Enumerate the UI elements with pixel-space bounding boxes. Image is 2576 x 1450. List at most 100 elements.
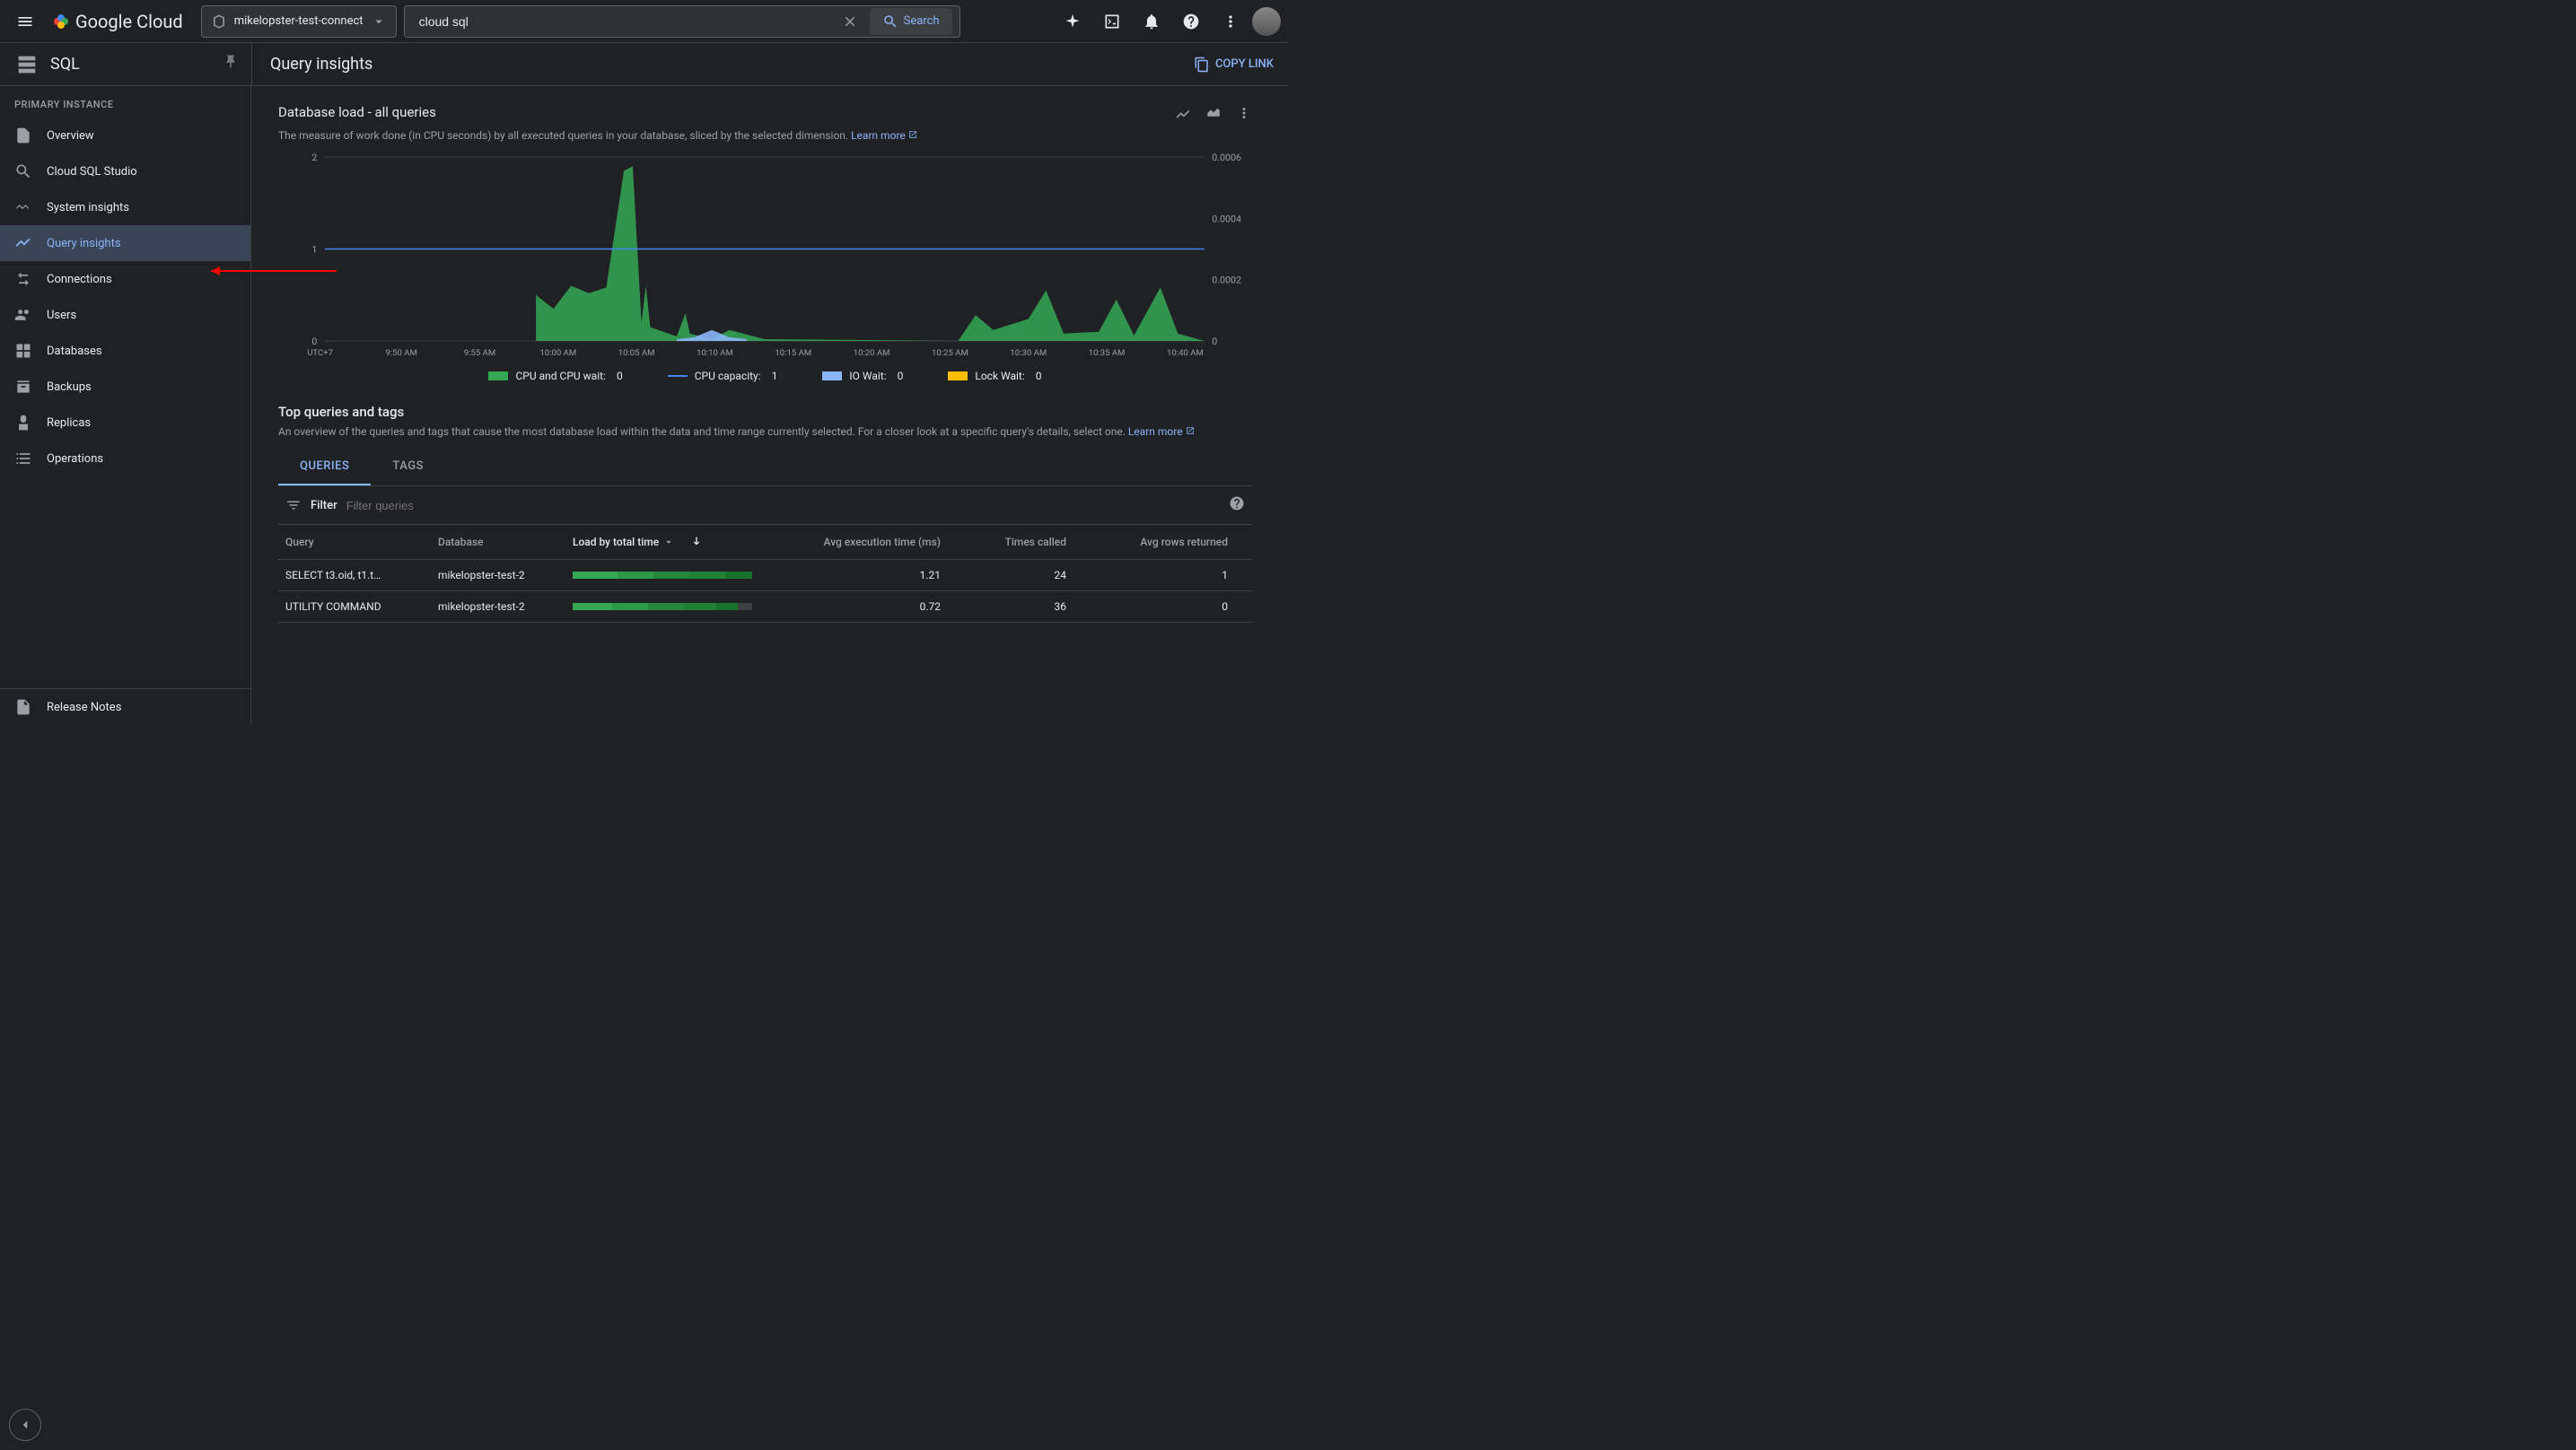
filter-label: Filter [311,499,337,512]
top-queries-title: Top queries and tags [278,404,1252,420]
th-exec-time: Avg execution time (ms) [779,536,941,548]
learn-more-link[interactable]: Learn more [851,129,917,142]
svg-text:10:10 AM: 10:10 AM [697,348,733,358]
svg-text:0.0004: 0.0004 [1212,214,1241,225]
cell-times-called: 36 [941,600,1066,613]
shell-icon[interactable] [1094,4,1130,39]
th-database: Database [438,536,573,548]
copy-link-label: COPY LINK [1215,57,1274,71]
sidebar-item-label: Replicas [47,416,91,430]
legend-item[interactable]: CPU capacity:1 [668,370,778,382]
gemini-icon[interactable] [1055,4,1091,39]
svg-text:0.0006: 0.0006 [1212,153,1241,163]
svg-text:1: 1 [311,244,317,256]
search-box: Search [404,5,960,38]
hamburger-menu[interactable] [7,4,43,39]
filter-icon [285,497,302,513]
sidebar-item-label: Databases [47,345,102,358]
tab-tags[interactable]: TAGS [371,449,445,485]
sidebar-item-label: Users [47,309,76,322]
legend-item[interactable]: CPU and CPU wait:0 [488,370,622,382]
pin-icon[interactable] [223,54,244,75]
copy-link-button[interactable]: COPY LINK [1194,57,1274,73]
th-query: Query [285,536,438,548]
sidebar-item-label: Connections [47,273,112,286]
chart-type-line-icon[interactable] [1175,105,1191,125]
svg-text:10:30 AM: 10:30 AM [1010,348,1047,358]
svg-text:10:05 AM: 10:05 AM [618,348,655,358]
cell-database: mikelopster-test-2 [438,569,573,581]
sidebar-section-label: PRIMARY INSTANCE [0,86,250,118]
th-times-called: Times called [941,536,1066,548]
filter-help-icon[interactable] [1229,495,1245,515]
table-header: Query Database Load by total time Avg ex… [278,525,1252,560]
project-selector[interactable]: mikelopster-test-connect [201,5,397,38]
cell-rows-returned: 1 [1066,569,1228,581]
cell-rows-returned: 0 [1066,600,1228,613]
search-button[interactable]: Search [870,8,952,35]
svg-text:UTC+7: UTC+7 [307,348,333,358]
th-rows-returned: Avg rows returned [1066,536,1228,548]
clear-search-icon[interactable] [837,9,863,34]
db-load-desc: The measure of work done (in CPU seconds… [278,129,1252,142]
cell-query: SELECT t3.oid, t1.t… [285,569,438,581]
th-load-sort[interactable]: Load by total time [573,534,779,550]
sidebar-item-label: Overview [47,129,94,143]
cell-exec-time: 0.72 [779,600,941,613]
sidebar-item-databases[interactable]: Databases [0,333,250,369]
search-button-label: Search [904,14,940,28]
more-icon[interactable] [1213,4,1249,39]
table-row[interactable]: UTILITY COMMAND mikelopster-test-2 0.72 … [278,591,1252,623]
collapse-sidebar-button[interactable] [9,1409,41,1441]
sidebar-item-label: Release Notes [47,701,121,714]
db-load-chart: 2100.00060.00040.000209:50 AM9:55 AM10:0… [296,153,1252,359]
sidebar-item-users[interactable]: Users [0,297,250,333]
cell-exec-time: 1.21 [779,569,941,581]
legend-item[interactable]: Lock Wait:0 [948,370,1041,382]
sidebar-item-label: Operations [47,452,103,466]
notifications-icon[interactable] [1134,4,1170,39]
sidebar-item-system-insights[interactable]: System insights [0,189,250,225]
sidebar-item-label: Cloud SQL Studio [47,165,137,179]
sql-product-icon [14,52,39,77]
sidebar-item-cloud-sql-studio[interactable]: Cloud SQL Studio [0,153,250,189]
svg-text:9:55 AM: 9:55 AM [464,348,495,358]
avatar[interactable] [1252,7,1281,36]
cell-load [573,603,779,610]
svg-text:9:50 AM: 9:50 AM [385,348,416,358]
sidebar-item-operations[interactable]: Operations [0,441,250,476]
legend-item[interactable]: IO Wait:0 [822,370,903,382]
product-name: SQL [50,55,80,74]
sidebar-item-release-notes[interactable]: Release Notes [0,689,250,725]
cell-times-called: 24 [941,569,1066,581]
page-title: Query insights [270,55,372,74]
search-input[interactable] [412,14,837,29]
help-icon[interactable] [1173,4,1209,39]
chart-more-icon[interactable] [1236,105,1252,125]
cell-database: mikelopster-test-2 [438,600,573,613]
sidebar-item-connections[interactable]: Connections [0,261,250,297]
project-name: mikelopster-test-connect [234,14,364,28]
svg-text:10:15 AM: 10:15 AM [775,348,811,358]
sidebar-item-label: Backups [47,380,92,394]
sort-direction-icon [689,534,704,550]
sidebar-item-label: System insights [47,201,129,214]
sidebar-item-replicas[interactable]: Replicas [0,405,250,441]
cell-query: UTILITY COMMAND [285,600,438,613]
sidebar-item-backups[interactable]: Backups [0,369,250,405]
table-row[interactable]: SELECT t3.oid, t1.t… mikelopster-test-2 … [278,560,1252,591]
logo-text: Google Cloud [75,11,183,32]
google-cloud-logo[interactable]: Google Cloud [50,11,183,32]
svg-text:2: 2 [311,153,317,163]
sidebar-item-query-insights[interactable]: Query insights [0,225,250,261]
chart-type-stacked-icon[interactable] [1205,105,1222,125]
tab-queries[interactable]: QUERIES [278,449,371,485]
learn-more-link-2[interactable]: Learn more [1128,425,1195,438]
sidebar-item-overview[interactable]: Overview [0,118,250,153]
filter-input[interactable] [346,499,1220,512]
sidebar-item-label: Query insights [47,237,121,250]
top-queries-desc: An overview of the queries and tags that… [278,425,1252,438]
db-load-title: Database load - all queries [278,104,436,120]
svg-text:10:35 AM: 10:35 AM [1089,348,1126,358]
svg-text:0: 0 [311,336,317,347]
